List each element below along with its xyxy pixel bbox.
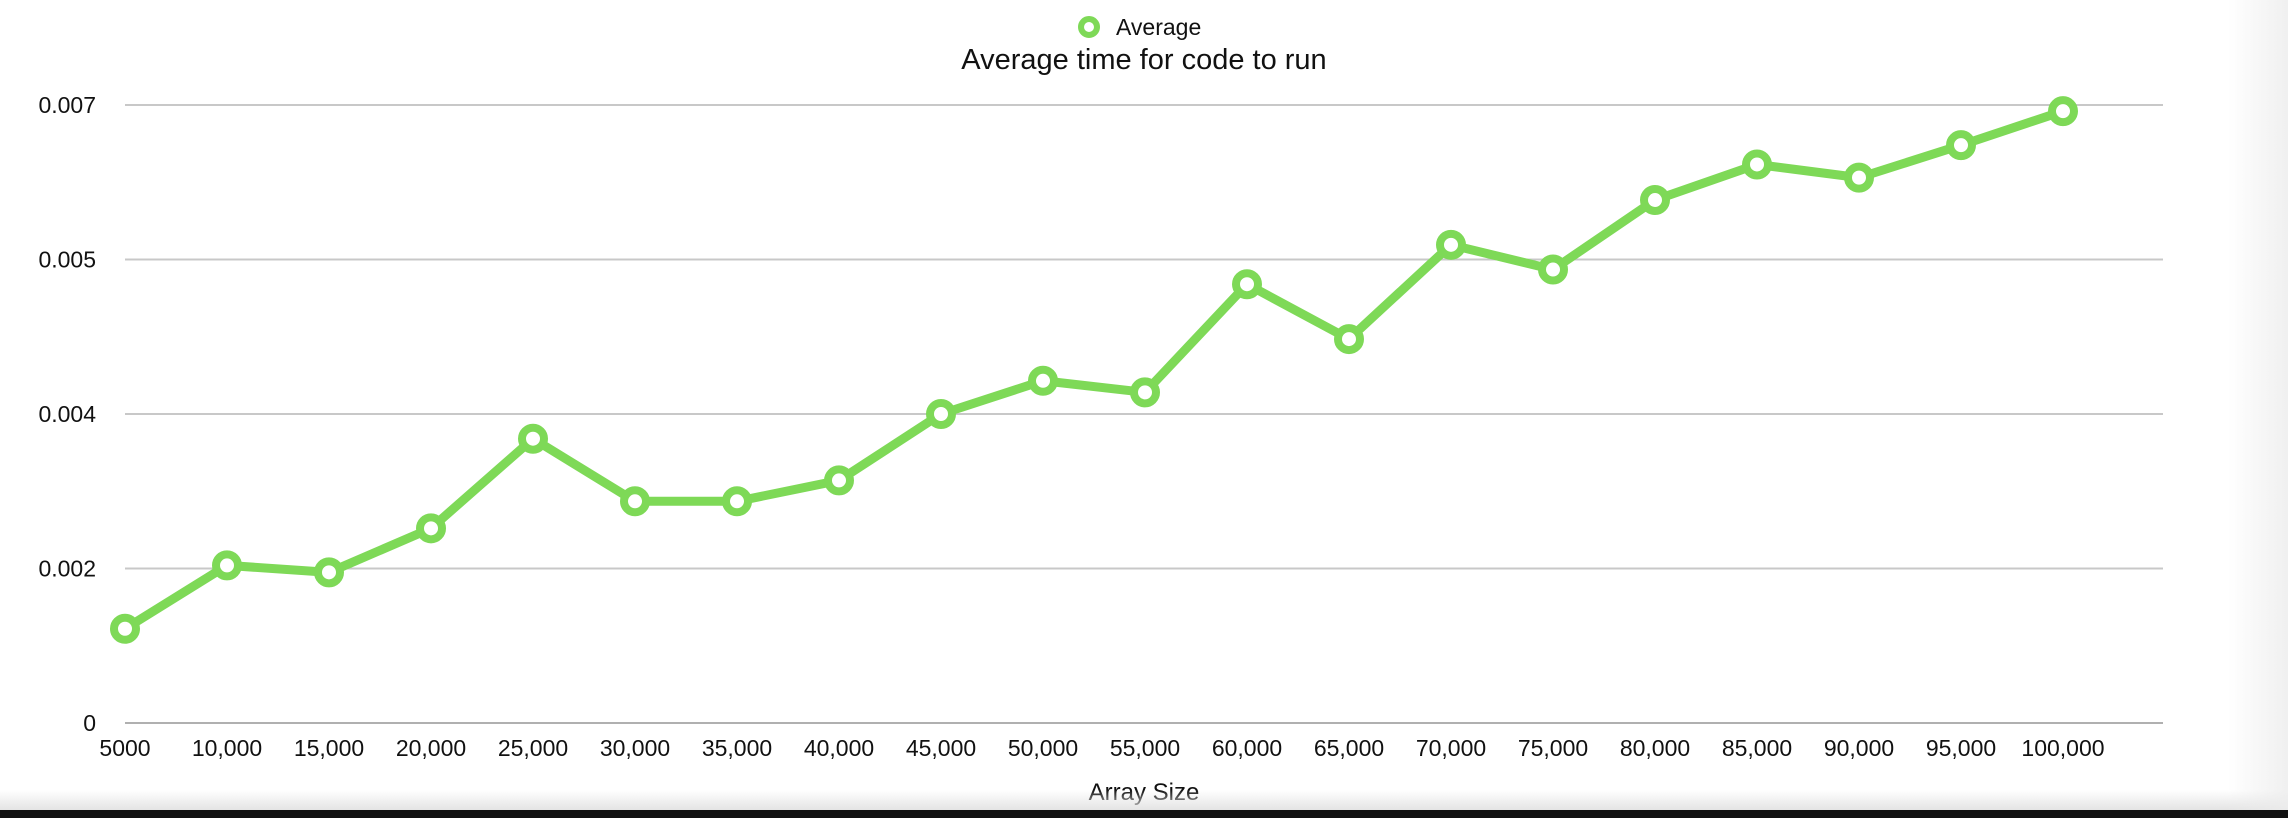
x-tick-label: 20,000 — [396, 735, 466, 761]
data-point — [620, 486, 650, 517]
x-tick-label: 15,000 — [294, 735, 364, 761]
bottom-edge-bar — [0, 810, 2288, 818]
y-tick-label: 0 — [83, 710, 96, 736]
data-point — [824, 465, 854, 496]
x-tick-label: 80,000 — [1620, 735, 1690, 761]
y-tick-label: 0.005 — [38, 247, 96, 273]
y-axis-tick-labels: 0 0.002 0.004 0.005 0.007 — [38, 92, 96, 736]
data-point — [1538, 254, 1568, 285]
legend: Average — [1078, 14, 1201, 40]
data-point — [416, 513, 446, 544]
legend-marker-average — [1078, 16, 1100, 38]
data-point — [1436, 229, 1466, 260]
data-point — [110, 613, 140, 644]
chart-title: Average time for code to run — [961, 44, 1326, 76]
x-tick-label: 60,000 — [1212, 735, 1282, 761]
data-point — [722, 486, 752, 517]
x-tick-label: 30,000 — [600, 735, 670, 761]
x-tick-label: 40,000 — [804, 735, 874, 761]
data-point — [926, 399, 956, 429]
x-tick-label: 55,000 — [1110, 735, 1180, 761]
bottom-shadow — [0, 790, 2288, 810]
data-point — [1130, 377, 1160, 408]
right-shadow — [2228, 0, 2288, 810]
grid-lines — [125, 104, 2163, 724]
y-tick-label: 0.002 — [38, 556, 96, 582]
y-tick-label: 0.007 — [38, 92, 96, 118]
x-tick-label: 25,000 — [498, 735, 568, 761]
x-tick-label: 35,000 — [702, 735, 772, 761]
x-axis-tick-labels: 5000 10,000 15,000 20,000 25,000 30,000 35,000… — [99, 735, 2104, 761]
y-tick-label: 0.004 — [38, 401, 96, 427]
x-tick-label: 5000 — [99, 735, 150, 761]
data-point — [314, 557, 344, 588]
data-point — [1742, 149, 1772, 180]
legend-label-average: Average — [1116, 14, 1201, 40]
data-point — [1028, 365, 1058, 396]
x-tick-label: 75,000 — [1518, 735, 1588, 761]
data-point — [1844, 162, 1874, 193]
data-points — [110, 96, 2078, 644]
data-point — [1946, 130, 1976, 161]
x-tick-label: 65,000 — [1314, 735, 1384, 761]
series-line-average — [120, 106, 2068, 634]
data-point — [1640, 185, 1670, 216]
data-point — [2048, 96, 2078, 127]
data-point — [518, 423, 548, 454]
x-tick-label: 50,000 — [1008, 735, 1078, 761]
data-point — [212, 550, 242, 581]
data-point — [1334, 324, 1364, 355]
x-tick-label: 45,000 — [906, 735, 976, 761]
data-point — [1232, 269, 1262, 300]
x-tick-label: 85,000 — [1722, 735, 1792, 761]
x-tick-label: 70,000 — [1416, 735, 1486, 761]
x-tick-label: 10,000 — [192, 735, 262, 761]
x-tick-label: 90,000 — [1824, 735, 1894, 761]
x-tick-label: 100,000 — [2021, 735, 2104, 761]
x-tick-label: 95,000 — [1926, 735, 1996, 761]
